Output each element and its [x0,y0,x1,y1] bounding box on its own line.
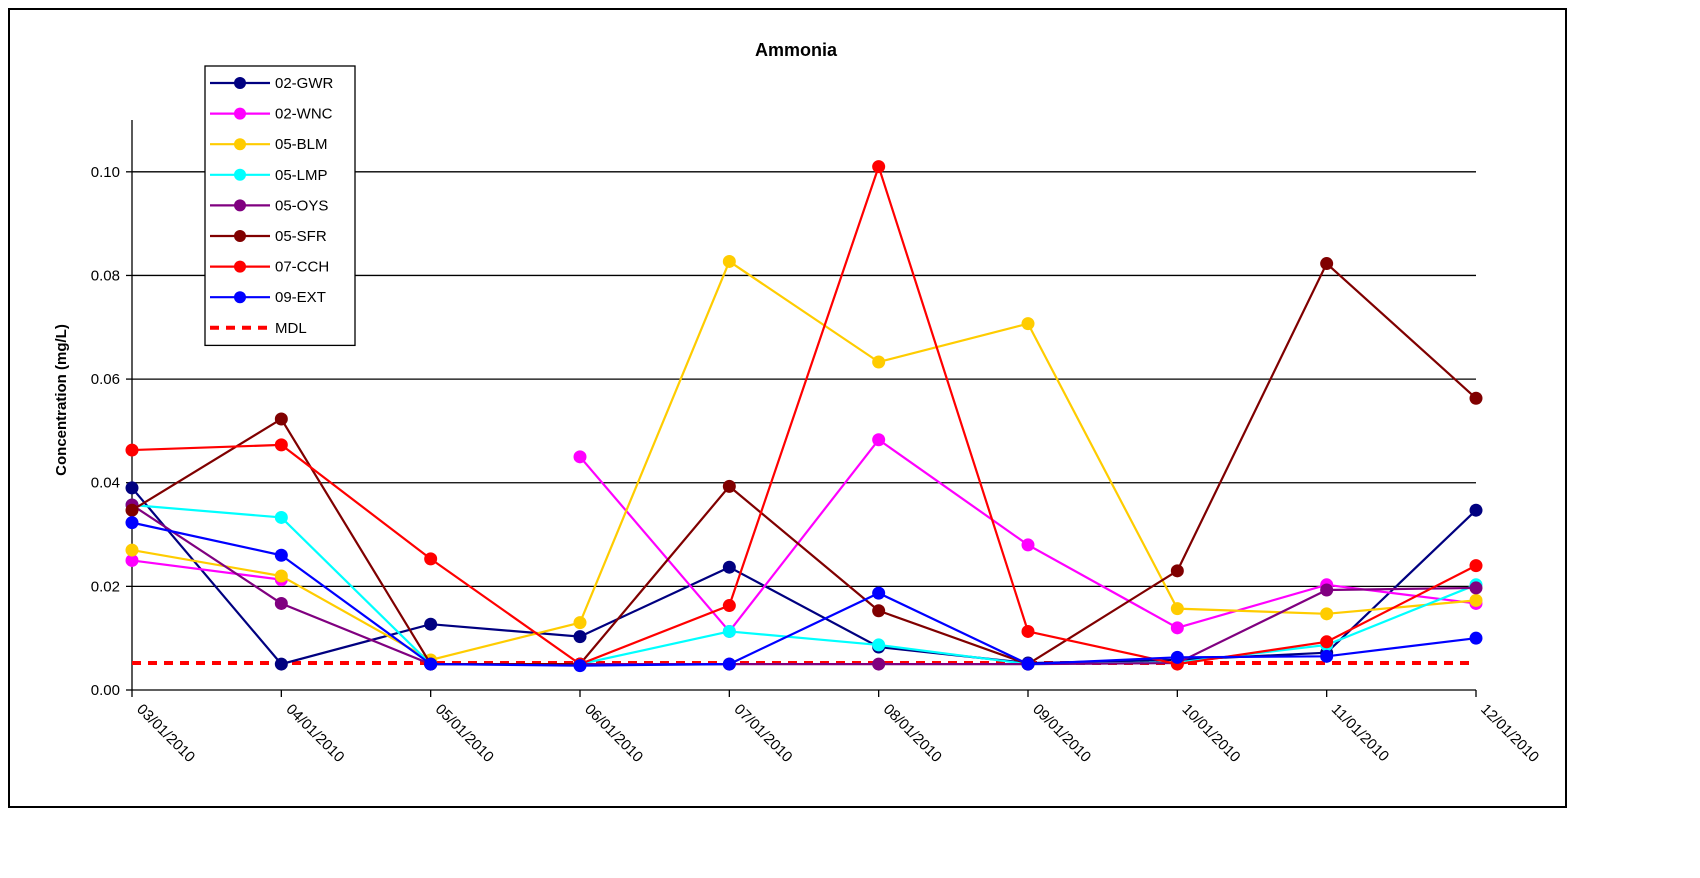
x-tick-label: 06/01/2010 [581,701,646,766]
data-point-05-sfr [1320,257,1334,271]
y-tick-label: 0.04 [91,475,120,492]
data-point-02-wnc [872,433,886,447]
data-point-05-blm [1170,602,1184,616]
chart-title: Ammonia [755,40,838,60]
data-point-09-ext [1021,657,1035,671]
data-point-05-blm [573,616,587,630]
series-line-02-wnc [579,438,1477,634]
data-point-07-cch [125,443,139,457]
data-point-07-cch [274,438,288,452]
data-point-02-gwr [1469,503,1483,517]
data-point-05-blm [872,355,886,369]
data-point-09-ext [1170,650,1184,664]
data-point-05-sfr [274,412,288,426]
series-line-05-oys [131,504,1477,666]
y-tick-label: 0.00 [91,682,120,699]
y-tick-label: 0.02 [91,578,120,595]
x-tick-label: 07/01/2010 [731,701,796,766]
data-point-07-cch [872,160,886,174]
data-point-02-gwr [274,657,288,671]
data-point-09-ext [722,657,736,671]
data-point-02-wnc [1021,538,1035,552]
y-axis-label: Concentration (mg/L) [53,324,70,476]
y-tick-label: 0.06 [91,371,120,388]
data-point-05-blm [722,254,736,268]
data-point-05-blm [1320,607,1334,621]
legend-label: 07-CCH [275,259,329,276]
series-line-05-sfr [131,261,1477,666]
y-tick-label: 0.08 [91,267,120,284]
data-point-05-sfr [722,479,736,493]
data-point-05-sfr [872,604,886,618]
x-tick-label: 12/01/2010 [1477,701,1542,766]
legend-swatch-marker [234,168,246,181]
series-line-05-lmp [131,503,1477,666]
legend-label: 05-LMP [275,167,328,184]
x-tick-label: 09/01/2010 [1029,701,1094,766]
legend: 02-GWR 02-WNC 05-BLM 05-LMP 05-OYS 05-SFR 07-C… [204,65,356,347]
legend-swatch-marker [234,260,246,273]
data-point-05-lmp [722,624,736,638]
x-tick-label: 08/01/2010 [880,701,945,766]
legend-swatch-marker [234,107,246,120]
data-point-05-oys [1469,581,1483,595]
data-point-02-gwr [125,481,139,495]
y-tick-label: 0.10 [91,164,120,181]
legend-label: 09-EXT [275,289,326,306]
data-point-05-lmp [872,638,886,652]
data-point-09-ext [573,659,587,673]
x-tick-label: 05/01/2010 [432,701,497,766]
data-point-07-cch [424,552,438,566]
data-point-09-ext [274,548,288,562]
data-point-05-oys [274,596,288,610]
data-point-05-lmp [274,510,288,524]
series-lines [125,160,1483,673]
data-point-05-blm [1021,317,1035,331]
series-line-07-cch [131,163,1477,666]
legend-swatch-marker [234,138,246,151]
legend-label: 05-BLM [275,136,328,153]
legend-swatch-marker [234,230,246,242]
data-point-02-wnc [1170,621,1184,635]
series-line-09-ext [131,521,1477,667]
data-point-09-ext [1320,649,1334,663]
data-point-02-wnc [573,450,587,464]
gridlines [132,171,1476,588]
data-point-05-oys [872,657,886,671]
legend-label: 02-GWR [275,75,334,92]
data-point-05-oys [1320,583,1334,597]
legend-swatch-marker [234,199,246,212]
x-tick-label: 11/01/2010 [1328,701,1392,765]
x-tick-label: 04/01/2010 [283,701,348,766]
data-point-02-wnc [125,553,139,567]
x-tick-label: 03/01/2010 [133,701,198,766]
data-point-05-blm [125,543,139,557]
legend-label: 05-SFR [275,228,327,245]
data-point-02-gwr [573,630,587,644]
data-point-07-cch [722,599,736,613]
series-line-02-wnc [131,559,282,581]
legend-swatch-marker [234,77,246,89]
data-point-09-ext [1469,631,1483,645]
data-point-02-gwr [424,617,438,631]
series-line-05-blm [131,259,1477,662]
data-point-07-cch [1320,635,1334,649]
data-point-05-sfr [125,503,139,517]
data-point-05-sfr [1170,564,1184,578]
x-tick-label: 10/01/2010 [1179,701,1244,766]
data-point-05-sfr [1469,391,1483,405]
data-point-07-cch [1021,624,1035,638]
data-point-05-blm [274,569,288,583]
data-point-05-blm [1469,593,1483,607]
data-point-09-ext [424,657,438,671]
data-point-02-gwr [722,560,736,574]
legend-label: MDL [275,320,307,337]
data-point-09-ext [872,586,886,600]
data-point-07-cch [1469,559,1483,573]
legend-label: 05-OYS [275,197,328,214]
data-point-09-ext [125,516,139,530]
legend-swatch-marker [234,291,246,304]
legend-label: 02-WNC [275,106,333,123]
